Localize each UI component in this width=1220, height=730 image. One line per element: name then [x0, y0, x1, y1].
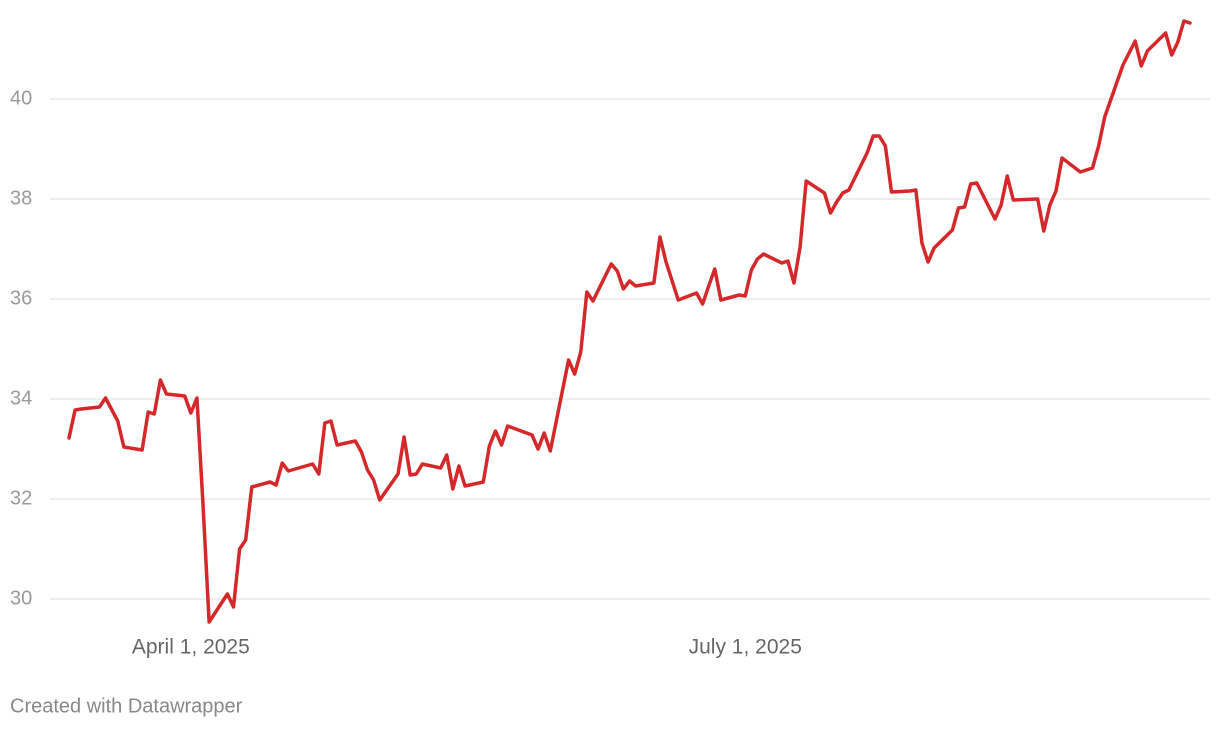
y-tick-label: 40 — [10, 87, 32, 109]
x-tick-label: April 1, 2025 — [132, 636, 250, 659]
y-tick-label: 32 — [10, 487, 32, 509]
y-tick-label: 34 — [10, 387, 32, 409]
y-tick-label: 30 — [10, 587, 32, 609]
data-line — [67, 19, 1192, 624]
credit: Created with Datawrapper — [10, 695, 243, 717]
y-tick-label: 36 — [10, 287, 32, 309]
x-tick-label: July 1, 2025 — [689, 636, 802, 659]
y-tick-label: 38 — [10, 187, 32, 209]
